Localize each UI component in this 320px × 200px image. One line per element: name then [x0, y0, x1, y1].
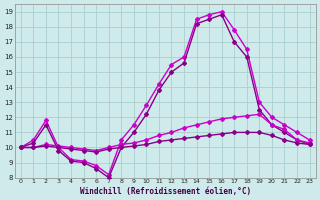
X-axis label: Windchill (Refroidissement éolien,°C): Windchill (Refroidissement éolien,°C) — [80, 187, 251, 196]
